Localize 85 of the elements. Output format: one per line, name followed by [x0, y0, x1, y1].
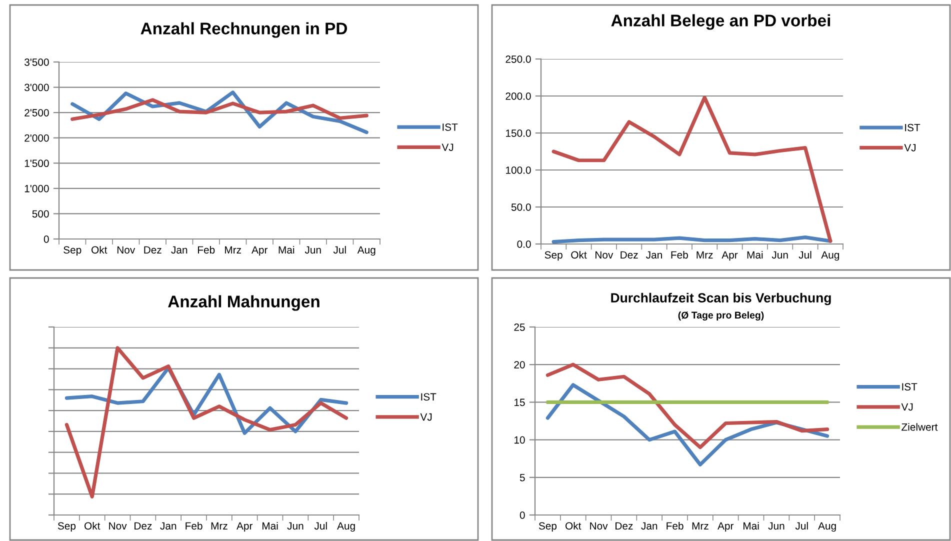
- x-tick-label: Mai: [747, 250, 763, 259]
- y-tick-label: 1'000: [24, 184, 49, 192]
- legend-label: VJ: [442, 144, 454, 151]
- x-tick-label: Sep: [544, 251, 562, 261]
- x-tick-label: Aug: [337, 522, 355, 532]
- x-tick-label: Jun: [304, 246, 321, 254]
- y-tick-label: 5: [520, 474, 525, 482]
- x-tick-label: Okt: [84, 522, 100, 530]
- legend-label: Zielwert: [902, 423, 938, 431]
- y-tick-label: 100.0: [506, 166, 531, 174]
- x-tick-label: Jul: [314, 522, 327, 530]
- x-tick-label: Jul: [795, 522, 808, 530]
- x-tick-label: Jul: [333, 246, 346, 254]
- x-tick-label: Mai: [262, 522, 278, 530]
- x-tick-label: Apr: [718, 522, 734, 532]
- y-tick-label: 1'500: [24, 160, 49, 168]
- x-tick-label: Jan: [160, 522, 176, 530]
- line-series: [552, 96, 832, 243]
- x-tick-label: Jun: [772, 251, 788, 259]
- x-tick-label: Jun: [768, 522, 784, 530]
- y-tick-label: 20: [514, 361, 525, 368]
- x-tick-label: Dez: [616, 522, 633, 530]
- legend-label: IST: [905, 124, 920, 132]
- x-tick-label: Apr: [252, 246, 268, 256]
- y-tick-label: 3'000: [24, 84, 49, 92]
- line-series: [546, 362, 830, 450]
- x-tick-label: Dez: [620, 251, 638, 259]
- legend-label: IST: [442, 123, 458, 131]
- y-tick-label: 0: [520, 512, 525, 519]
- x-tick-label: Jan: [646, 251, 662, 259]
- chart-title: Durchlaufzeit Scan bis Verbuchung: [611, 292, 831, 306]
- x-tick-label: Mrz: [211, 522, 228, 530]
- x-tick-label: Jul: [798, 250, 812, 259]
- legend-label: IST: [421, 393, 436, 401]
- line-series: [70, 98, 368, 121]
- y-tick-label: 2'000: [24, 134, 49, 142]
- y-tick-label: 25: [514, 324, 525, 331]
- chart-title: Anzahl Mahnungen: [168, 295, 320, 311]
- x-tick-label: Jan: [641, 522, 658, 530]
- x-tick-label: Aug: [357, 246, 376, 256]
- chart-title: Anzahl Rechnungen in PD: [140, 22, 348, 38]
- y-tick-label: 0.0: [517, 240, 531, 248]
- x-tick-label: Nov: [109, 522, 127, 530]
- x-tick-label: Dez: [144, 246, 162, 254]
- x-tick-label: Mrz: [692, 522, 708, 530]
- x-tick-label: Mai: [744, 522, 759, 530]
- x-tick-label: Jan: [171, 246, 188, 254]
- legend-label: VJ: [904, 144, 916, 152]
- x-tick-label: Dez: [134, 522, 152, 530]
- x-tick-label: Mrz: [696, 251, 713, 258]
- y-tick-label: 250.0: [506, 56, 531, 63]
- x-tick-label: Nov: [590, 522, 608, 530]
- y-tick-label: 0: [44, 236, 49, 243]
- x-tick-label: Nov: [596, 251, 614, 259]
- x-tick-label: Aug: [821, 251, 840, 261]
- x-tick-label: Mrz: [225, 246, 242, 254]
- chart-subtitle: (Ø Tage pro Beleg): [678, 311, 764, 321]
- y-tick-label: 150.0: [506, 130, 531, 137]
- y-tick-label: 200.0: [506, 92, 531, 100]
- x-tick-label: Mai: [278, 246, 294, 254]
- y-tick-label: 3'500: [24, 58, 49, 66]
- legend-label: VJ: [901, 403, 913, 411]
- y-tick-label: 10: [514, 436, 525, 444]
- x-tick-label: Jun: [287, 522, 304, 530]
- legend-label: VJ: [420, 413, 432, 421]
- y-tick-label: 50.0: [511, 204, 531, 211]
- y-tick-label: 500: [32, 210, 49, 218]
- x-tick-label: Apr: [722, 251, 738, 261]
- x-tick-label: Feb: [666, 522, 684, 530]
- x-tick-label: Nov: [117, 246, 136, 254]
- legend-label: IST: [902, 383, 918, 391]
- chart-title: Anzahl Belege an PD vorbei: [611, 14, 830, 30]
- x-tick-label: Sep: [538, 522, 557, 532]
- x-tick-label: Sep: [58, 522, 76, 532]
- x-tick-label: Feb: [198, 246, 215, 254]
- y-tick-label: 2'500: [24, 109, 49, 116]
- y-tick-label: 15: [514, 398, 525, 406]
- x-tick-label: Feb: [671, 250, 688, 259]
- x-tick-label: Aug: [818, 522, 836, 532]
- x-tick-label: Okt: [571, 250, 587, 259]
- x-tick-label: Feb: [186, 522, 202, 530]
- x-tick-label: Apr: [236, 522, 253, 532]
- x-tick-label: Sep: [64, 246, 82, 256]
- x-tick-label: Okt: [92, 246, 108, 254]
- x-tick-label: Okt: [566, 522, 582, 530]
